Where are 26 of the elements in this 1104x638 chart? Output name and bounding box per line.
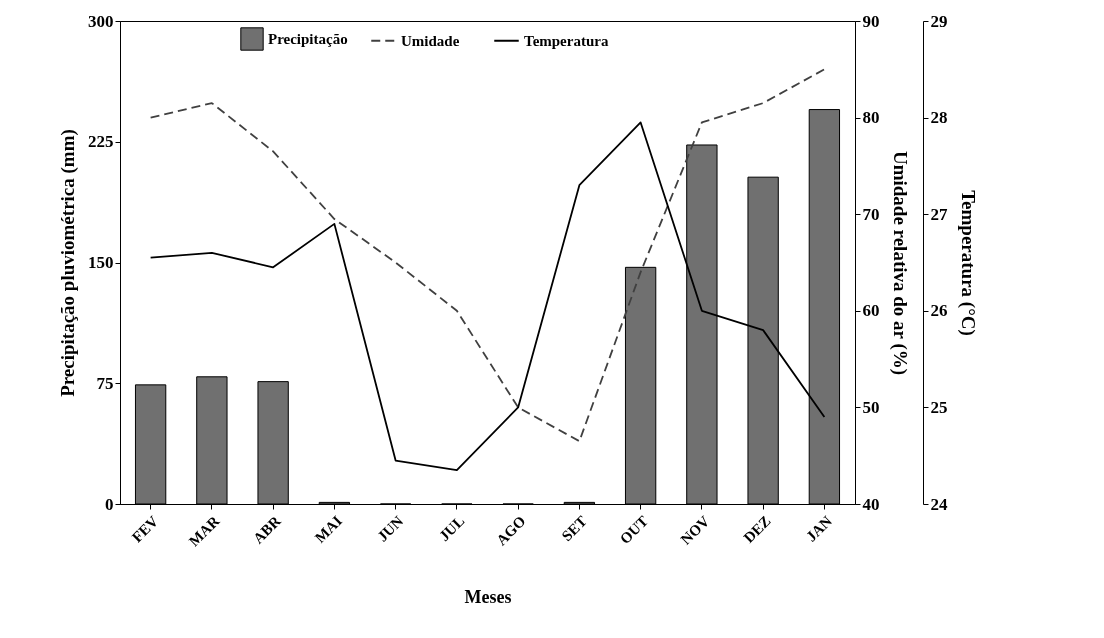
y2-tick-label: 90	[862, 11, 880, 31]
y-tick-label: 225	[88, 132, 114, 152]
y-tick-label: 75	[96, 373, 114, 393]
y-axis-title: Precipitação pluviométrica (mm)	[57, 129, 79, 397]
y-tick-label: 300	[88, 11, 114, 31]
y2-axis-title: Umidade relativa do ar (%)	[888, 150, 911, 376]
legend-label: Umidade	[401, 32, 460, 49]
y3-tick-label: 24	[930, 494, 948, 514]
line-series	[149, 68, 826, 443]
y3-axis-title: Temperatura (°C)	[956, 190, 979, 336]
legend-label: Precipitação	[268, 31, 348, 47]
x-tick-label: JUL	[436, 512, 468, 545]
x-axis-title: Meses	[464, 587, 512, 608]
legend-label: Temperatura	[524, 32, 609, 49]
y2-tick-label: 50	[862, 397, 880, 417]
y-tick-label: 150	[88, 253, 114, 272]
y2-tick-label: 40	[862, 494, 880, 514]
y2-tick-label: 60	[862, 301, 880, 321]
y3-tick-label: 27	[930, 204, 948, 224]
y3-tick-label: 26	[930, 301, 948, 321]
y3-tick-label: 28	[930, 108, 948, 128]
y2-tick-label: 70	[862, 204, 880, 224]
y3-tick-label: 29	[930, 11, 948, 31]
y-tick-label: 0	[105, 494, 114, 514]
y3-tick-label: 25	[930, 397, 948, 417]
y2-tick-label: 80	[862, 108, 880, 128]
